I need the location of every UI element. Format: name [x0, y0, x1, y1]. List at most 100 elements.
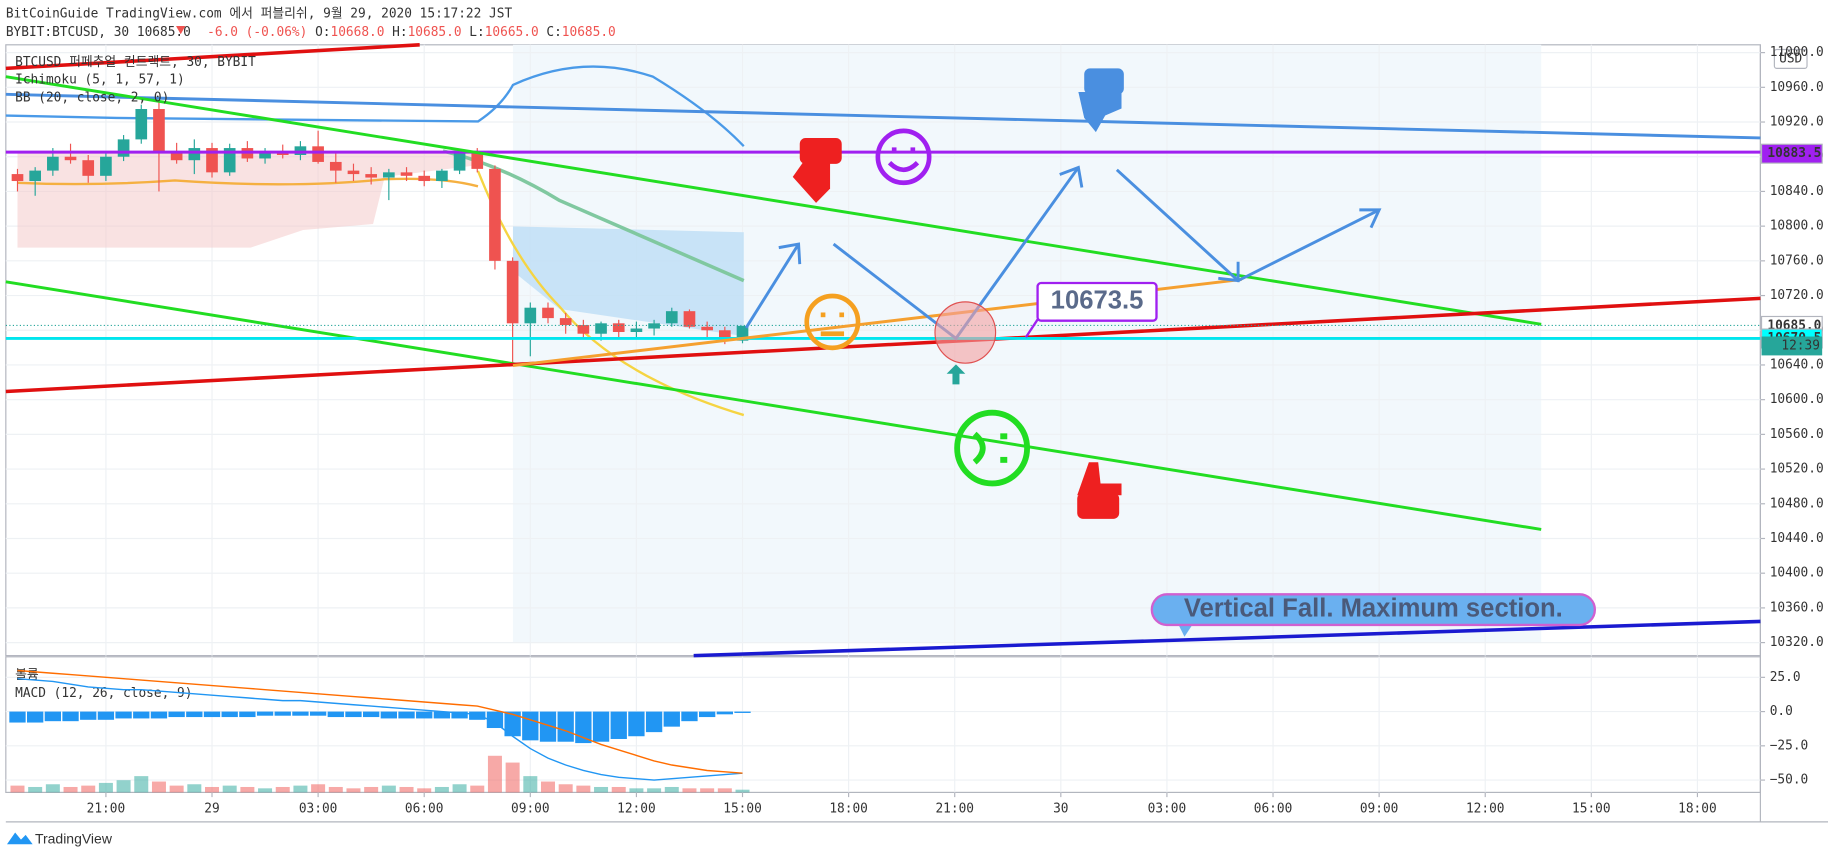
- candle-body: [400, 172, 413, 176]
- hand: [1078, 68, 1124, 133]
- macd-histogram-bar: [274, 711, 291, 716]
- h-label: H:: [392, 24, 407, 39]
- candle-body: [648, 323, 660, 329]
- trend-line: [5, 296, 1761, 394]
- macd-histogram-bar: [44, 711, 62, 722]
- volume-bar: [735, 789, 750, 793]
- y-tick-label: 10960.0: [1770, 80, 1824, 95]
- macd-histogram-bar: [433, 711, 451, 719]
- hand: [1077, 462, 1122, 519]
- volume-bar: [558, 784, 573, 793]
- candle-body: [524, 307, 537, 324]
- macd-histogram-bar: [27, 711, 44, 723]
- volume-bar: [364, 786, 379, 793]
- candle-body: [170, 153, 183, 161]
- x-tick-label: 06:00: [1254, 801, 1293, 816]
- candle-body: [595, 323, 607, 334]
- volume-bar: [523, 776, 538, 793]
- volume-bar: [434, 786, 449, 793]
- future-area: [512, 44, 1542, 643]
- volume-bar: [470, 785, 485, 793]
- macd-histogram-bar: [345, 711, 362, 718]
- arrows: [744, 165, 1382, 341]
- volume-bar: [346, 788, 361, 793]
- arrow-head: [1218, 261, 1240, 283]
- candle-body: [542, 307, 554, 319]
- candle-body: [365, 174, 377, 178]
- candle-body: [665, 311, 678, 324]
- macd-histogram-bar: [416, 711, 433, 719]
- x-tick-label: 03:00: [299, 801, 338, 816]
- candle-body: [259, 151, 271, 159]
- macd-histogram-bar: [522, 711, 539, 741]
- candle-body: [100, 156, 112, 176]
- macd-histogram-bar: [292, 711, 309, 716]
- y-tick-label: 10480.0: [1770, 496, 1824, 511]
- candle-body: [153, 109, 165, 154]
- macd-histogram-bar: [186, 711, 203, 718]
- macd-histogram-bar: [451, 711, 468, 719]
- y-tick-label: 11000.0: [1770, 45, 1824, 60]
- volume-bar: [187, 784, 202, 793]
- macd-histogram-bar: [734, 711, 751, 713]
- callout-text: Vertical Fall. Maximum section.: [1184, 594, 1563, 622]
- y-tick-label: 10360.0: [1770, 600, 1824, 615]
- volume-bar: [258, 788, 273, 793]
- arrow-head: [1059, 165, 1084, 188]
- legend-item: BTCUSD 퍼페추얼 컨트랙트, 30, BYBIT: [15, 55, 256, 70]
- macd-histogram-bar: [380, 711, 398, 719]
- callout-text: 10673.5: [1051, 287, 1144, 315]
- volume-bar: [487, 755, 502, 793]
- volume-bar: [240, 786, 255, 793]
- low: 10665.0: [485, 24, 539, 39]
- candle-body: [312, 146, 324, 162]
- smiley: [875, 128, 932, 186]
- publisher: BitCoinGuide TradingView.com 에서 퍼블리쉬, 9월…: [6, 7, 513, 22]
- l-label: L:: [469, 24, 484, 39]
- symbol-line: BYBIT:BTCUSD, 30 10685.0 -6.0 (-0.06%) O:…: [6, 24, 616, 39]
- volume-bar: [169, 785, 184, 793]
- legend-item: Ichimoku (5, 1, 57, 1): [15, 73, 185, 88]
- volume-bar: [205, 786, 220, 793]
- macd-histogram-bar: [716, 711, 733, 715]
- c-label: C:: [546, 24, 561, 39]
- macd-histogram-bar: [557, 711, 574, 742]
- hand: [792, 137, 842, 203]
- candle-body: [418, 175, 431, 182]
- volume-bar: [275, 786, 290, 793]
- volume-bar: [10, 785, 25, 793]
- emojis: [804, 128, 1030, 487]
- candle-body: [329, 161, 342, 171]
- volume-bar: [98, 782, 113, 793]
- volume-bar: [151, 781, 166, 793]
- y-tick-label: 10640.0: [1770, 357, 1824, 372]
- candle-body: [453, 153, 466, 171]
- x-tick-label: 18:00: [1678, 801, 1717, 816]
- logo: [6, 832, 33, 845]
- countdown: 12:39: [1781, 338, 1820, 353]
- candle-body: [347, 170, 360, 175]
- macd-histogram-bar: [221, 711, 238, 718]
- volume-bar: [116, 780, 131, 793]
- candle-body: [82, 160, 95, 176]
- macd-histogram-bar: [681, 711, 698, 722]
- macd-histogram-bar: [575, 711, 592, 744]
- y-tick-label: 10720.0: [1770, 288, 1824, 303]
- volume-bar: [717, 788, 732, 793]
- macd-histogram-bar: [9, 711, 26, 723]
- macd-histogram-bar: [663, 711, 680, 727]
- sad-face: [954, 409, 1030, 487]
- y-tick-label: 10560.0: [1770, 427, 1824, 442]
- volume-bar: [381, 785, 396, 793]
- y-tick-label: 10600.0: [1770, 392, 1824, 407]
- candle-body: [29, 170, 41, 182]
- candle-body: [223, 148, 236, 173]
- macd-histogram-bar: [309, 711, 327, 716]
- arrow-head: [778, 242, 802, 265]
- open: 10668.0: [331, 24, 385, 39]
- macd-histogram-bar: [398, 711, 415, 719]
- volume-bar: [81, 785, 96, 793]
- ichimoku-cloud: [17, 150, 478, 248]
- countdown-box: [1761, 336, 1823, 356]
